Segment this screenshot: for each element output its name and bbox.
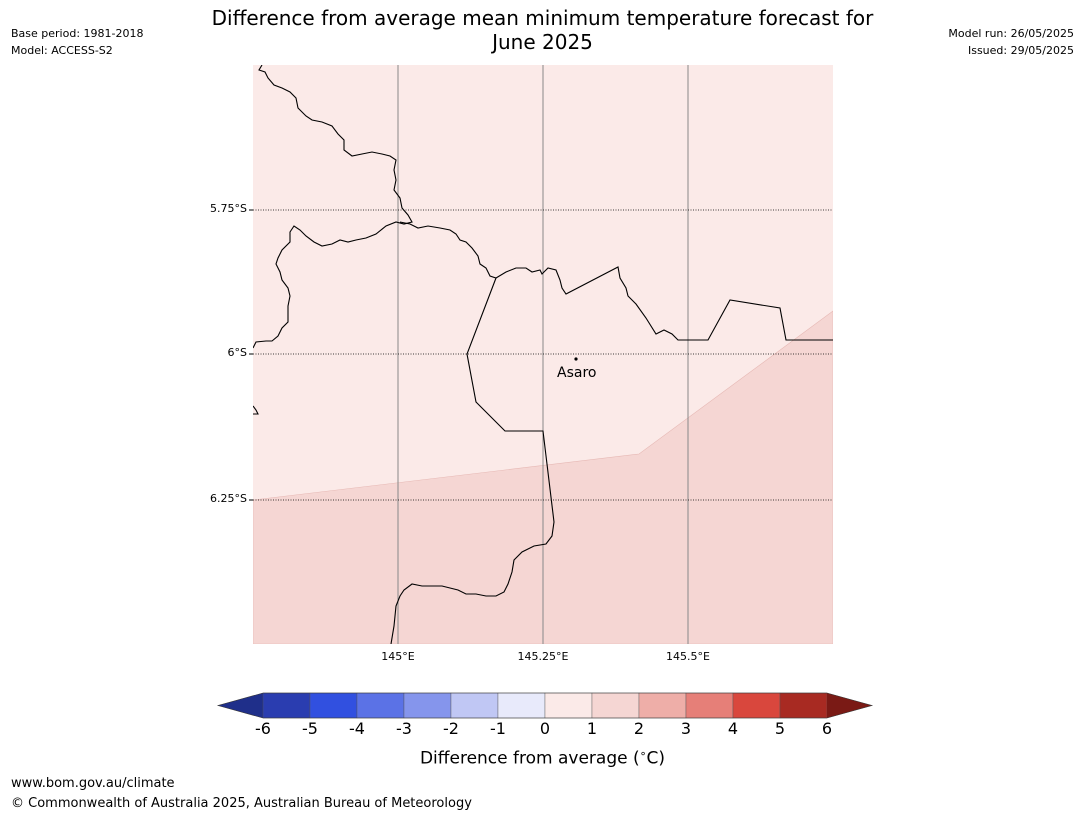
lat-label-5-75S: 5.75°S <box>210 202 247 215</box>
map-title: Difference from average mean minimum tem… <box>0 6 1085 54</box>
colorbar-outline <box>216 692 874 719</box>
place-label-asaro: Asaro <box>557 365 597 381</box>
colorbar-segment <box>450 692 499 719</box>
lon-label-145-5E: 145.5°E <box>666 650 710 663</box>
colorbar-segment <box>544 692 593 719</box>
title-line-2: June 2025 <box>492 30 593 54</box>
colorbar-title: Difference from average (∘C) <box>0 747 1085 769</box>
issued-text: Issued: 29/05/2025 <box>967 44 1074 57</box>
lat-label-6-25S: 6.25°S <box>210 492 247 505</box>
colorbar-tick-label: 6 <box>821 719 833 738</box>
colorbar-tick-label: -2 <box>443 719 459 738</box>
colorbar-segment <box>591 692 640 719</box>
colorbar-label-degree: ∘ <box>639 747 647 760</box>
base-period-text: Base period: 1981-2018 <box>11 27 144 40</box>
colorbar-tick-label: 1 <box>586 719 598 738</box>
colorbar-tick-label: 3 <box>680 719 692 738</box>
metadata-left: Base period: 1981-2018 Model: ACCESS-S2 <box>11 25 143 59</box>
border-center <box>399 221 833 341</box>
model-text: Model: ACCESS-S2 <box>11 44 113 57</box>
colorbar-tick-label: 0 <box>539 719 551 738</box>
colorbar-arrow-low <box>218 693 263 718</box>
colorbar-segment <box>356 692 405 719</box>
colorbar-segment <box>779 692 828 719</box>
colorbar-label: Difference from average ( <box>419 748 640 769</box>
map-area <box>253 65 833 644</box>
border-edge-fragment <box>253 405 259 415</box>
colorbar-segment <box>732 692 781 719</box>
lon-label-145E: 145°E <box>381 650 415 663</box>
lon-label-145-25E: 145.25°E <box>517 650 569 663</box>
colorbar-tick-label: 5 <box>774 719 786 738</box>
colorbar-segment <box>685 692 734 719</box>
colorbar-segment <box>403 692 452 719</box>
model-run-text: Model run: 26/05/2025 <box>948 27 1074 40</box>
colorbar-tick-label: -6 <box>255 719 271 738</box>
colorbar-arrow-high <box>827 693 872 718</box>
border-central-district <box>390 277 555 644</box>
colorbar-tick-label: -1 <box>490 719 506 738</box>
asaro-marker <box>574 357 578 361</box>
metadata-right: Model run: 26/05/2025 Issued: 29/05/2025 <box>948 25 1074 59</box>
colorbar-tick-label: -4 <box>349 719 365 738</box>
lat-label-6S: 6°S <box>227 346 247 359</box>
footer-url[interactable]: www.bom.gov.au/climate <box>11 776 175 791</box>
footer-copyright: © Commonwealth of Australia 2025, Austra… <box>11 796 472 811</box>
colorbar-segment <box>497 692 546 719</box>
colorbar-segment <box>309 692 358 719</box>
title-line-1: Difference from average mean minimum tem… <box>211 6 874 30</box>
colorbar <box>216 692 874 719</box>
border-upper-left <box>253 65 413 349</box>
colorbar-label-unit: C) <box>646 748 666 769</box>
colorbar-tick-label: -3 <box>396 719 412 738</box>
colorbar-tick-label: 4 <box>727 719 739 738</box>
colorbar-segment <box>262 692 311 719</box>
colorbar-segment <box>638 692 687 719</box>
colorbar-tick-label: -5 <box>302 719 318 738</box>
colorbar-tick-label: 2 <box>633 719 645 738</box>
